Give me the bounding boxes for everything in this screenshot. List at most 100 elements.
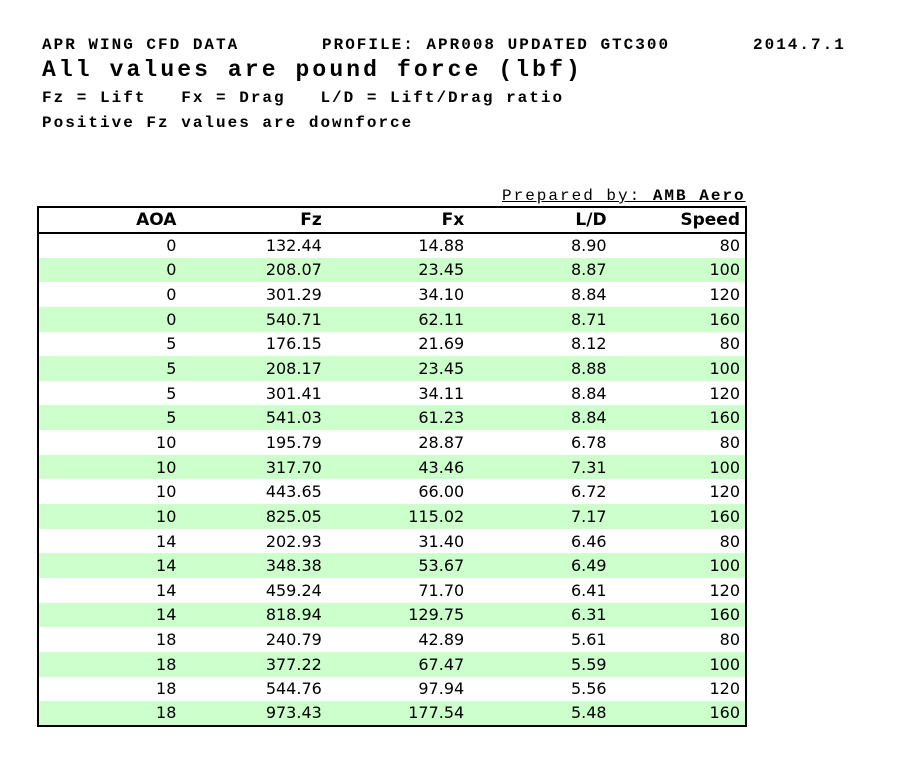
table-row: 14 202.93 31.40 6.46 80 [38,528,746,554]
table-row: 18 377.22 67.47 5.59 100 [38,651,746,677]
table-row: 18 240.79 42.89 5.61 80 [38,627,746,652]
table-header-row: AOA Fz Fx L/D Speed [38,207,746,234]
table-cell-aoa: 5 [166,334,177,354]
table-cell-fz: 301.41 [265,383,322,403]
table-cell-aoa: 10 [156,457,177,477]
table-cell-aoa: 5 [166,383,177,403]
report-note: Positive Fz values are downforce [42,114,414,132]
table-row: 5 208.17 23.45 8.88 100 [38,356,746,381]
table-cell-ld: 8.84 [570,408,607,428]
table-cell-ld: 5.59 [570,654,607,674]
table-cell-speed: 120 [709,679,740,699]
cfd-table-container: AOA Fz Fx L/D Speed 0 132.44 14.88 8.90 80 0 2… [37,206,747,727]
table-cell-speed: 160 [709,703,740,723]
table-cell-fz: 540.71 [265,309,322,329]
table-row: 18 973.43 177.54 5.48 160 [38,701,746,726]
table-cell-aoa: 0 [166,309,177,329]
table-cell-fx: 177.54 [408,703,465,723]
table-cell-speed: 120 [709,482,740,502]
table-cell-speed: 80 [719,432,740,452]
prepared-by-label: Prepared by: [502,187,653,205]
table-cell-ld: 8.71 [570,309,607,329]
table-row: 0 540.71 62.11 8.71 160 [38,306,746,332]
table-cell-aoa: 10 [156,506,177,526]
table-cell-fz: 132.44 [265,236,322,256]
table-row: 14 818.94 129.75 6.31 160 [38,602,746,628]
table-row: 10 443.65 66.00 6.72 120 [38,479,746,505]
table-cell-fx: 129.75 [408,605,465,625]
table-cell-speed: 80 [719,334,740,354]
report-profile: PROFILE: APR008 UPDATED GTC300 [322,36,671,54]
table-cell-fx: 53.67 [418,556,465,576]
table-cell-speed: 120 [709,285,740,305]
table-cell-aoa: 0 [166,260,177,280]
table-row: 5 541.03 61.23 8.84 160 [38,405,746,431]
table-cell-fz: 443.65 [265,482,322,502]
table-cell-fx: 97.94 [418,679,465,699]
column-header-fx: Fx [324,207,468,234]
table-cell-aoa: 5 [166,408,177,428]
table-cell-fx: 71.70 [418,580,465,600]
table-cell-fx: 14.88 [418,236,465,256]
table-cell-fz: 544.76 [265,679,322,699]
table-cell-fx: 115.02 [408,506,465,526]
table-cell-ld: 8.84 [570,285,607,305]
table-cell-fz: 459.24 [265,580,322,600]
table-cell-fx: 23.45 [418,260,465,280]
table-cell-ld: 6.31 [570,605,607,625]
column-header-fz: Fz [179,207,325,234]
table-cell-speed: 160 [709,309,740,329]
table-body: 0 132.44 14.88 8.90 80 0 208.07 23.45 8.87 100 0 30… [38,233,746,726]
prepared-by: Prepared by: AMB Aero [502,187,746,205]
table-cell-speed: 100 [709,359,740,379]
table-cell-ld: 8.90 [570,236,607,256]
table-cell-fz: 176.15 [265,334,322,354]
table-cell-fx: 31.40 [418,531,465,551]
table-cell-ld: 5.61 [570,630,607,650]
table-cell-ld: 8.87 [570,260,607,280]
table-cell-aoa: 18 [156,679,177,699]
table-row: 10 317.70 43.46 7.31 100 [38,454,746,480]
table-cell-fz: 317.70 [265,457,322,477]
table-cell-speed: 120 [709,383,740,403]
table-row: 14 459.24 71.70 6.41 120 [38,577,746,603]
table-cell-fz: 301.29 [265,285,322,305]
table-cell-ld: 8.12 [570,334,607,354]
table-cell-aoa: 0 [166,236,177,256]
table-cell-speed: 160 [709,506,740,526]
prepared-by-value: AMB Aero [652,187,746,205]
table-cell-speed: 100 [709,654,740,674]
table-cell-fz: 825.05 [265,506,322,526]
table-row: 0 208.07 23.45 8.87 100 [38,257,746,283]
table-cell-ld: 6.78 [570,432,607,452]
table-cell-fx: 62.11 [418,309,465,329]
table-cell-ld: 6.41 [570,580,607,600]
table-row: 18 544.76 97.94 5.56 120 [38,676,746,702]
table-cell-aoa: 5 [166,359,177,379]
table-cell-fx: 28.87 [418,432,465,452]
table-cell-fx: 67.47 [418,654,465,674]
table-cell-ld: 6.46 [570,531,607,551]
table-cell-speed: 80 [719,531,740,551]
table-cell-fz: 348.38 [265,556,322,576]
table-cell-fz: 195.79 [265,432,322,452]
table-cell-fz: 818.94 [265,605,322,625]
table-cell-aoa: 14 [156,556,177,576]
table-cell-ld: 6.72 [570,482,607,502]
table-cell-speed: 80 [719,236,740,256]
table-cell-speed: 120 [709,580,740,600]
table-cell-fz: 208.07 [265,260,322,280]
table-cell-fx: 43.46 [418,457,465,477]
table-row: 0 132.44 14.88 8.90 80 [38,233,746,258]
table-cell-fx: 34.11 [418,383,465,403]
table-cell-aoa: 14 [156,531,177,551]
table-row: 5 176.15 21.69 8.12 80 [38,331,746,357]
table-row: 14 348.38 53.67 6.49 100 [38,553,746,578]
table-row: 10 195.79 28.87 6.78 80 [38,430,746,455]
table-row: 5 301.41 34.11 8.84 120 [38,380,746,406]
table-cell-aoa: 18 [156,630,177,650]
table-cell-speed: 100 [709,457,740,477]
table-cell-speed: 100 [709,556,740,576]
table-row: 10 825.05 115.02 7.17 160 [38,504,746,529]
table-cell-fz: 377.22 [265,654,322,674]
